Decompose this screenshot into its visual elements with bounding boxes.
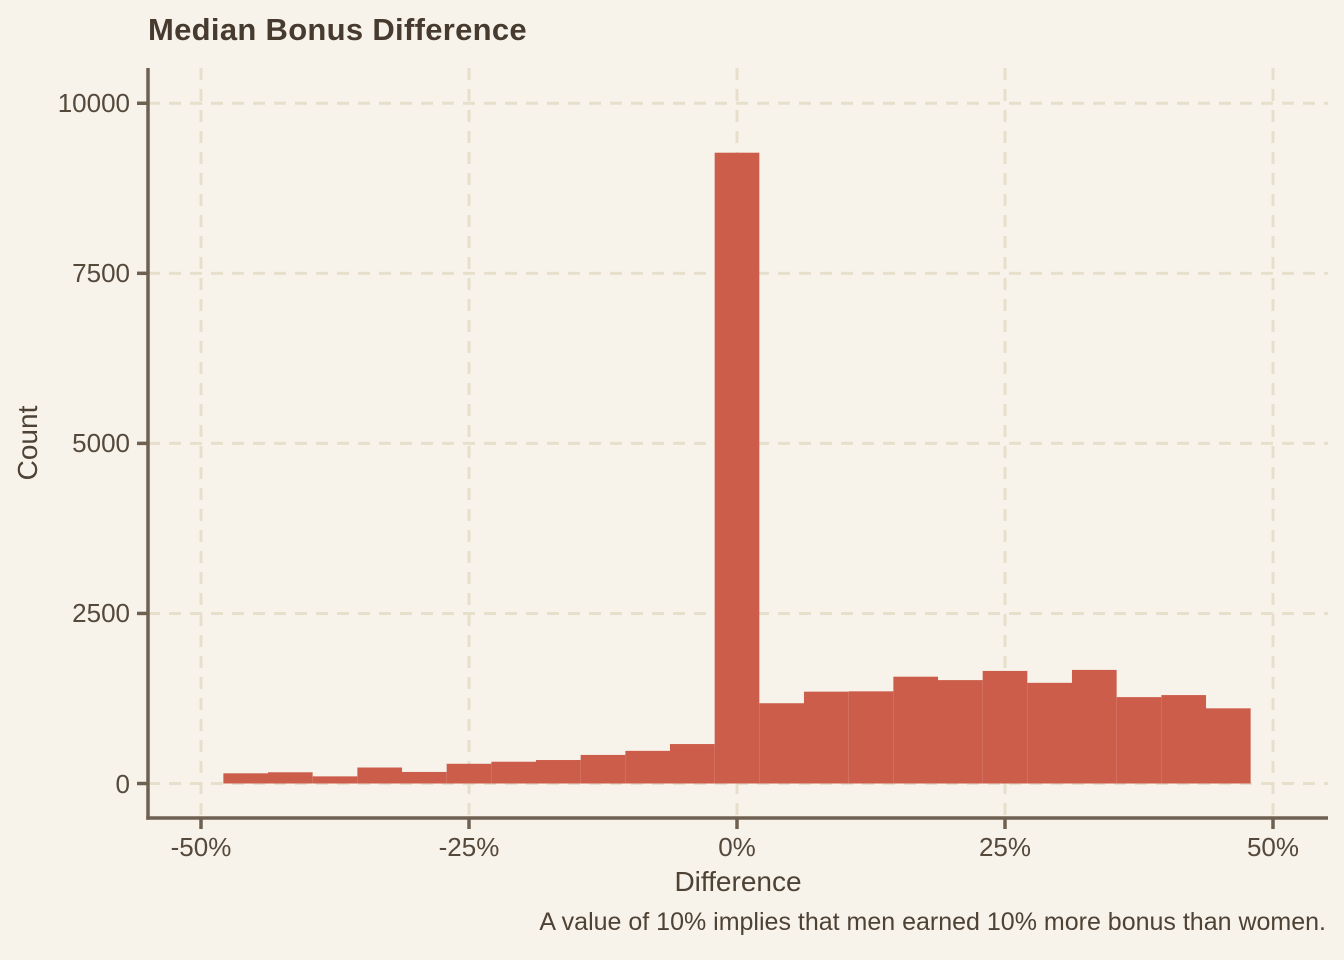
histogram-bar	[357, 767, 403, 784]
histogram-bar	[267, 772, 313, 784]
histogram-bar	[1161, 695, 1207, 784]
histogram-bar	[982, 670, 1028, 784]
x-tick-label: 25%	[978, 832, 1032, 862]
x-tick-label: -50%	[170, 832, 232, 862]
x-tick-label: -25%	[438, 832, 500, 862]
histogram-bar	[535, 760, 581, 784]
histogram-bar	[848, 691, 894, 784]
x-tick-label: 50%	[1246, 832, 1300, 862]
chart-caption: A value of 10% implies that men earned 1…	[539, 908, 1326, 936]
y-tick-label: 7500	[72, 258, 130, 289]
histogram-bar	[893, 676, 939, 784]
histogram-bar	[580, 754, 626, 784]
y-tick-label: 0	[115, 768, 130, 799]
histogram-bar	[446, 763, 492, 784]
histogram-bar	[1071, 669, 1117, 784]
histogram-bar	[312, 776, 358, 784]
histogram-bar	[625, 750, 671, 784]
y-tick-label: 5000	[72, 428, 130, 459]
histogram-bar	[803, 691, 849, 784]
chart-title: Median Bonus Difference	[148, 12, 527, 47]
histogram-bar	[759, 703, 805, 784]
histogram-bar	[491, 761, 537, 784]
y-tick-label: 2500	[72, 598, 130, 629]
histogram-bar	[714, 152, 760, 784]
x-axis-title: Difference	[674, 866, 802, 897]
y-axis-title: Count	[12, 405, 43, 481]
histogram-bar	[1116, 697, 1162, 784]
histogram-bar	[937, 680, 983, 784]
histogram-bar	[401, 771, 447, 784]
y-tick-label: 10000	[57, 88, 130, 119]
histogram-bar	[223, 773, 269, 784]
histogram-bar	[1027, 682, 1073, 784]
x-tick-label: 0%	[718, 832, 756, 862]
histogram-bar	[669, 744, 715, 784]
histogram-bar	[1205, 708, 1251, 784]
